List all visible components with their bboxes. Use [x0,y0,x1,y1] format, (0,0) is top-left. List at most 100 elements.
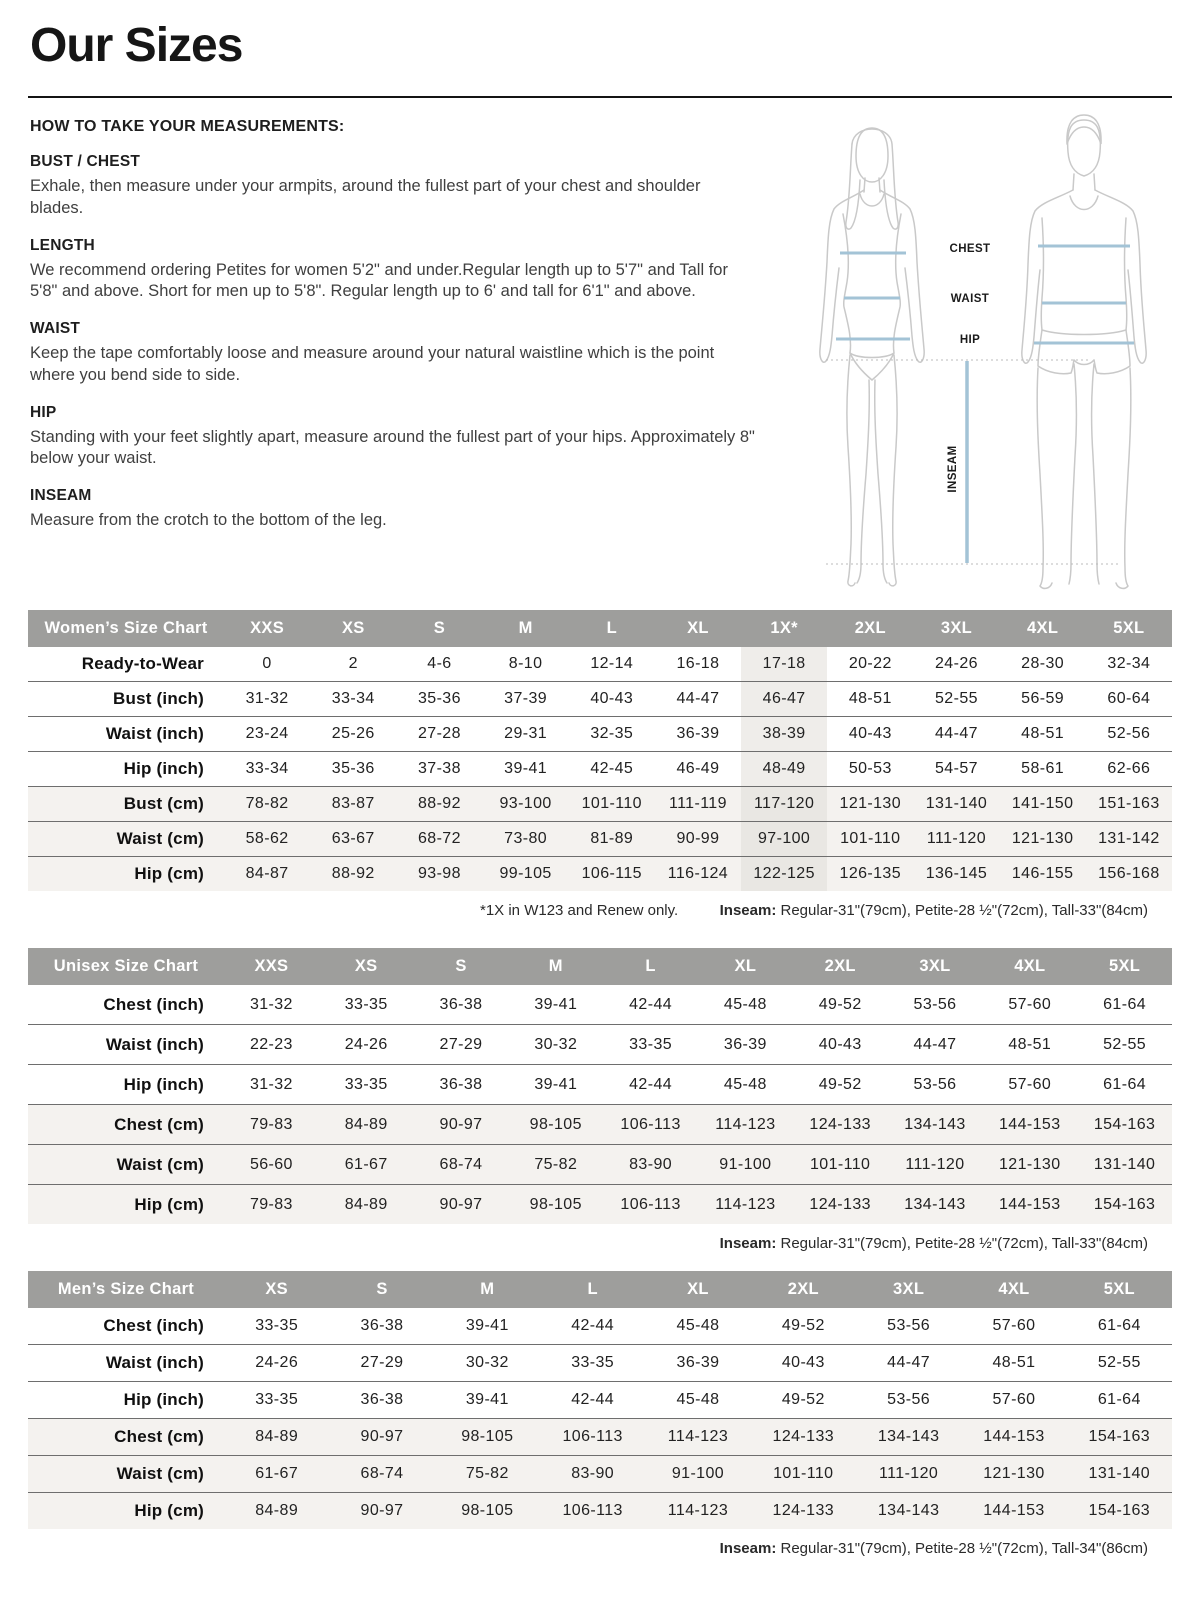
size-cell: 4-6 [427,655,452,672]
size-cell: 54-57 [913,751,1000,787]
size-cell: 106-115 [568,856,655,891]
section-inseam: INSEAM Measure from the crotch to the bo… [30,487,756,532]
table-row: Hip (cm) 79-83 84-89 90-97 98-105 106-113 114-… [28,1184,1172,1224]
row-label: Hip (inch) [28,751,224,787]
table-row: Waist (inch) 23-24 25-26 27-28 29-31 32-35 36-… [28,716,1172,752]
size-cell: 90-99 [654,821,742,857]
size-cell: 57-60 [1008,995,1052,1013]
size-table: Women’s Size Chart XXS XS S M L XL 1X* 2XL 3XL 4XL… [28,610,1172,891]
size-cell: 134-143 [855,1418,962,1456]
size-cell: 117-120 [741,786,828,822]
size-cell: 56-59 [999,681,1086,717]
size-cell: 44-47 [654,681,742,717]
size-cell: 36-38 [360,1317,404,1334]
row-label: Chest (cm) [28,1418,224,1456]
size-cell: 32-34 [1107,655,1151,672]
size-cell: 46-49 [654,751,742,787]
column-header: XS [310,610,397,647]
footnote-inseam: Inseam: Regular-31"(79cm), Petite-28 ½"(… [719,1235,1148,1252]
size-cell: 68-74 [329,1455,435,1493]
size-cell: 30-32 [508,1024,604,1065]
mens-footnotes: Inseam: Regular-31"(79cm), Petite-28 ½"(… [28,1540,1172,1557]
size-cell: 151-163 [1085,786,1172,822]
instructions-heading: HOW TO TAKE YOUR MEASUREMENTS: [30,118,345,135]
size-cell: 114-123 [645,1492,751,1529]
size-cell: 106-113 [603,1184,698,1224]
table-row: Waist (cm) 56-60 61-67 68-74 75-82 83-90 91-10… [28,1144,1172,1185]
size-cell: 144-153 [961,1418,1067,1456]
column-header: 5XL [1066,1271,1172,1308]
size-cell: 68-74 [413,1144,509,1185]
table-row: Bust (cm) 78-82 83-87 88-92 93-100 101-110 111… [28,786,1172,822]
size-cell: 114-123 [645,1418,751,1456]
size-cell: 131-140 [913,786,1000,822]
size-cell: 36-39 [645,1344,751,1382]
size-cell: 39-41 [482,751,569,787]
table-row: Hip (inch) 33-35 36-38 39-41 42-44 45-48 49-52… [28,1381,1172,1419]
size-cell: 53-56 [913,995,957,1013]
size-cell: 106-113 [539,1492,646,1529]
size-cell: 8-10 [508,655,543,672]
size-cell: 101-110 [827,821,914,857]
size-cell: 31-32 [224,681,311,717]
size-cell: 90-97 [329,1492,435,1529]
section-title: HIP [30,403,57,421]
size-cell: 57-60 [992,1317,1036,1334]
row-label: Waist (inch) [28,716,224,752]
size-cell: 79-83 [224,1184,319,1224]
size-cell: 126-135 [827,856,914,891]
size-cell: 90-97 [413,1184,509,1224]
table-row: Hip (inch) 31-32 33-35 36-38 39-41 42-44 45-48… [28,1064,1172,1105]
size-cell: 40-43 [792,1024,888,1065]
guide-lines [826,359,1118,565]
size-cell: 90-97 [413,1104,509,1145]
size-cell: 27-28 [396,716,483,752]
footnote-1x: *1X in W123 and Renew only. [480,902,679,919]
size-cell: 52-56 [1085,716,1172,752]
size-cell: 146-155 [999,856,1086,891]
size-cell: 91-100 [697,1144,793,1185]
size-cell: 42-44 [539,1381,646,1419]
table-row: Bust (inch) 31-32 33-34 35-36 37-39 40-43 44-4… [28,681,1172,717]
size-cell: 23-24 [224,716,311,752]
size-cell: 93-98 [396,856,483,891]
column-header: 1X* [741,610,828,647]
column-header: 3XL [855,1271,962,1308]
waist-label: WAIST [951,293,989,305]
size-cell: 61-67 [224,1455,330,1493]
column-header: S [413,948,509,985]
unisex-footnotes: Inseam: Regular-31"(79cm), Petite-28 ½"(… [28,1235,1172,1252]
size-cell: 36-38 [329,1381,435,1419]
size-cell: 83-90 [539,1455,646,1493]
size-cell: 45-48 [723,995,767,1013]
size-cell: 91-100 [645,1455,751,1493]
size-cell: 2 [348,655,358,672]
size-cell: 114-123 [697,1104,793,1145]
table-title: Unisex Size Chart [28,948,224,985]
figure-woman [819,127,925,587]
size-cell: 30-32 [434,1344,540,1382]
size-cell: 49-52 [781,1317,825,1334]
size-cell: 42-44 [629,995,673,1013]
column-header: S [329,1271,435,1308]
column-header: XXS [224,948,319,985]
inseam-label: INSEAM [947,445,959,492]
size-cell: 97-100 [741,821,828,857]
size-cell: 111-120 [913,821,1000,857]
size-cell: 131-142 [1085,821,1172,857]
table-row: Chest (inch) 33-35 36-38 39-41 42-44 45-48 49-… [28,1308,1172,1345]
section-body: We recommend ordering Petites for women … [30,260,728,301]
size-cell: 90-97 [329,1418,435,1456]
size-cell: 42-45 [568,751,655,787]
section-body: Measure from the crotch to the bottom of… [30,511,387,530]
size-cell: 98-105 [434,1418,540,1456]
size-cell: 36-38 [439,995,483,1013]
section-body: Keep the tape comfortably loose and meas… [30,344,715,384]
section-title: BUST / CHEST [30,153,141,170]
column-header: L [568,610,655,647]
size-cell: 38-39 [741,716,828,752]
size-cell: 83-87 [310,786,397,822]
section-body: Standing with your feet slightly apart, … [30,427,755,468]
size-cell: 33-35 [603,1024,698,1065]
size-cell: 101-110 [792,1144,888,1185]
